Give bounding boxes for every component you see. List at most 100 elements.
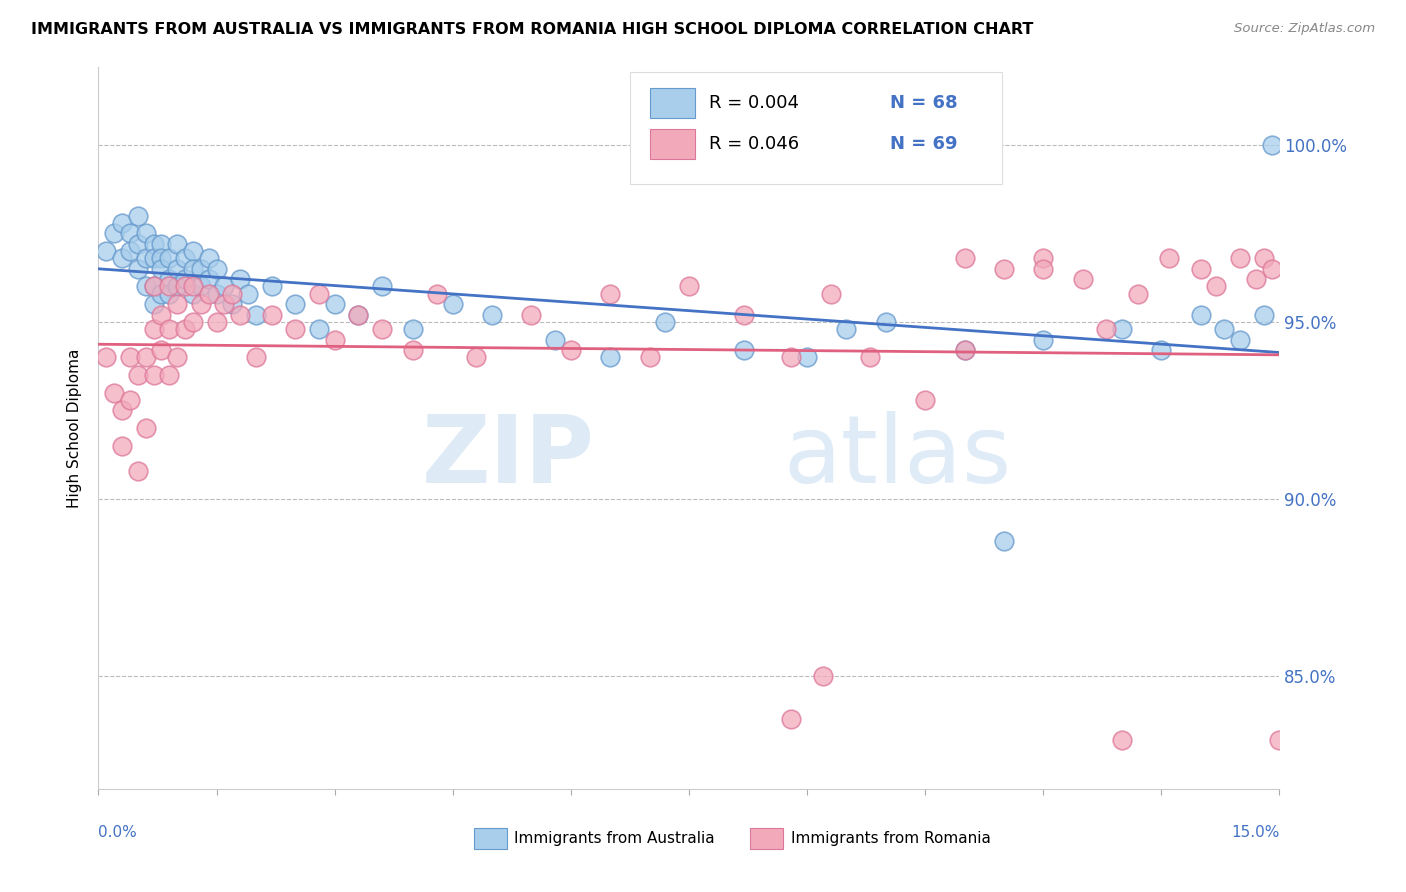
Point xyxy=(157,272,180,286)
Point xyxy=(308,286,330,301)
Point xyxy=(245,308,267,322)
Point xyxy=(197,251,219,265)
Point xyxy=(638,351,661,365)
Point xyxy=(308,322,330,336)
Point xyxy=(190,297,212,311)
Point xyxy=(150,343,173,358)
Text: 0.0%: 0.0% xyxy=(98,825,138,840)
Point xyxy=(481,308,503,322)
Y-axis label: High School Diploma: High School Diploma xyxy=(67,349,83,508)
Point xyxy=(1268,732,1291,747)
Point xyxy=(221,297,243,311)
Point xyxy=(402,322,425,336)
Point xyxy=(229,308,252,322)
Point xyxy=(166,279,188,293)
Point xyxy=(142,297,165,311)
Point xyxy=(796,351,818,365)
FancyBboxPatch shape xyxy=(630,72,1002,184)
FancyBboxPatch shape xyxy=(751,828,783,849)
Point xyxy=(1159,251,1181,265)
Point xyxy=(127,464,149,478)
Text: atlas: atlas xyxy=(783,411,1012,503)
Point xyxy=(174,322,197,336)
Point xyxy=(190,261,212,276)
Point xyxy=(1229,251,1251,265)
Point xyxy=(875,315,897,329)
Point xyxy=(323,333,346,347)
Point xyxy=(1189,261,1212,276)
Point xyxy=(142,368,165,382)
Point xyxy=(835,322,858,336)
Point xyxy=(111,403,134,417)
Point xyxy=(347,308,370,322)
Point xyxy=(205,261,228,276)
Point xyxy=(1205,279,1227,293)
Point xyxy=(142,251,165,265)
Text: R = 0.004: R = 0.004 xyxy=(709,94,799,112)
Point xyxy=(544,333,567,347)
Point xyxy=(953,343,976,358)
Point xyxy=(174,279,197,293)
Point xyxy=(135,421,157,435)
Point xyxy=(135,227,157,241)
Point xyxy=(150,261,173,276)
Point xyxy=(520,308,543,322)
Point xyxy=(914,392,936,407)
Point xyxy=(214,279,236,293)
Text: Immigrants from Australia: Immigrants from Australia xyxy=(515,831,714,846)
Point xyxy=(135,251,157,265)
Point xyxy=(214,297,236,311)
Point xyxy=(347,308,370,322)
Point xyxy=(142,279,165,293)
Point xyxy=(205,286,228,301)
Point xyxy=(780,351,803,365)
Point xyxy=(205,315,228,329)
Text: N = 69: N = 69 xyxy=(890,136,957,153)
FancyBboxPatch shape xyxy=(474,828,508,849)
Point xyxy=(820,286,842,301)
Point xyxy=(1260,261,1282,276)
Point xyxy=(1071,272,1094,286)
Point xyxy=(174,251,197,265)
Point xyxy=(323,297,346,311)
Point xyxy=(96,244,118,258)
Point xyxy=(260,308,283,322)
Text: ZIP: ZIP xyxy=(422,411,595,503)
Point xyxy=(560,343,582,358)
Point xyxy=(1244,272,1267,286)
Text: 15.0%: 15.0% xyxy=(1232,825,1279,840)
Point xyxy=(174,272,197,286)
Point xyxy=(96,351,118,365)
Point xyxy=(371,279,394,293)
Point xyxy=(599,286,621,301)
Point xyxy=(142,322,165,336)
Point xyxy=(859,351,882,365)
Point xyxy=(150,308,173,322)
Point xyxy=(181,261,204,276)
Point xyxy=(371,322,394,336)
Point xyxy=(142,237,165,252)
Point xyxy=(166,297,188,311)
Point xyxy=(221,286,243,301)
Point xyxy=(1032,261,1054,276)
Point xyxy=(127,237,149,252)
Point xyxy=(150,251,173,265)
Point xyxy=(157,368,180,382)
Point xyxy=(953,343,976,358)
Point xyxy=(1253,251,1275,265)
Point xyxy=(111,439,134,453)
Point xyxy=(142,279,165,293)
Point xyxy=(426,286,449,301)
Point xyxy=(181,286,204,301)
Point xyxy=(993,534,1015,549)
Point xyxy=(166,351,188,365)
Point xyxy=(733,308,755,322)
Point xyxy=(1126,286,1149,301)
Point xyxy=(157,251,180,265)
Point xyxy=(166,237,188,252)
Text: R = 0.046: R = 0.046 xyxy=(709,136,799,153)
Point xyxy=(1260,137,1282,152)
Point xyxy=(197,286,219,301)
Point xyxy=(190,279,212,293)
Point xyxy=(181,279,204,293)
